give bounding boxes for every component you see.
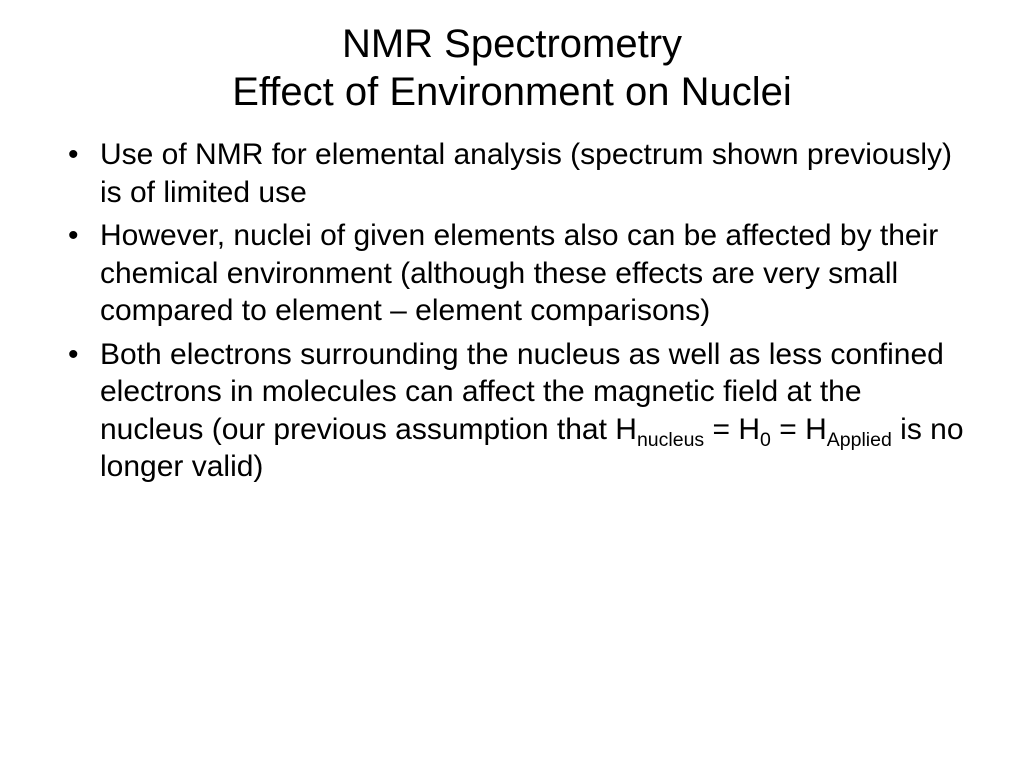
slide-title: NMR Spectrometry Effect of Environment o… [60,20,964,116]
subscript: nucleus [637,429,704,451]
title-line-2: Effect of Environment on Nuclei [232,70,792,114]
slide: NMR Spectrometry Effect of Environment o… [0,0,1024,768]
title-line-1: NMR Spectrometry [342,22,682,66]
bullet-text-mid: = H [771,413,827,446]
bullet-item: Both electrons surrounding the nucleus a… [60,336,964,486]
subscript: 0 [760,429,771,451]
bullet-text-mid: = H [704,413,760,446]
bullet-text: However, nuclei of given elements also c… [100,219,938,327]
slide-body: Use of NMR for elemental analysis (spect… [60,136,964,728]
bullet-item: Use of NMR for elemental analysis (spect… [60,136,964,211]
subscript: Applied [827,429,892,451]
bullet-text: Use of NMR for elemental analysis (spect… [100,138,952,209]
bullet-list: Use of NMR for elemental analysis (spect… [60,136,964,486]
bullet-item: However, nuclei of given elements also c… [60,217,964,330]
